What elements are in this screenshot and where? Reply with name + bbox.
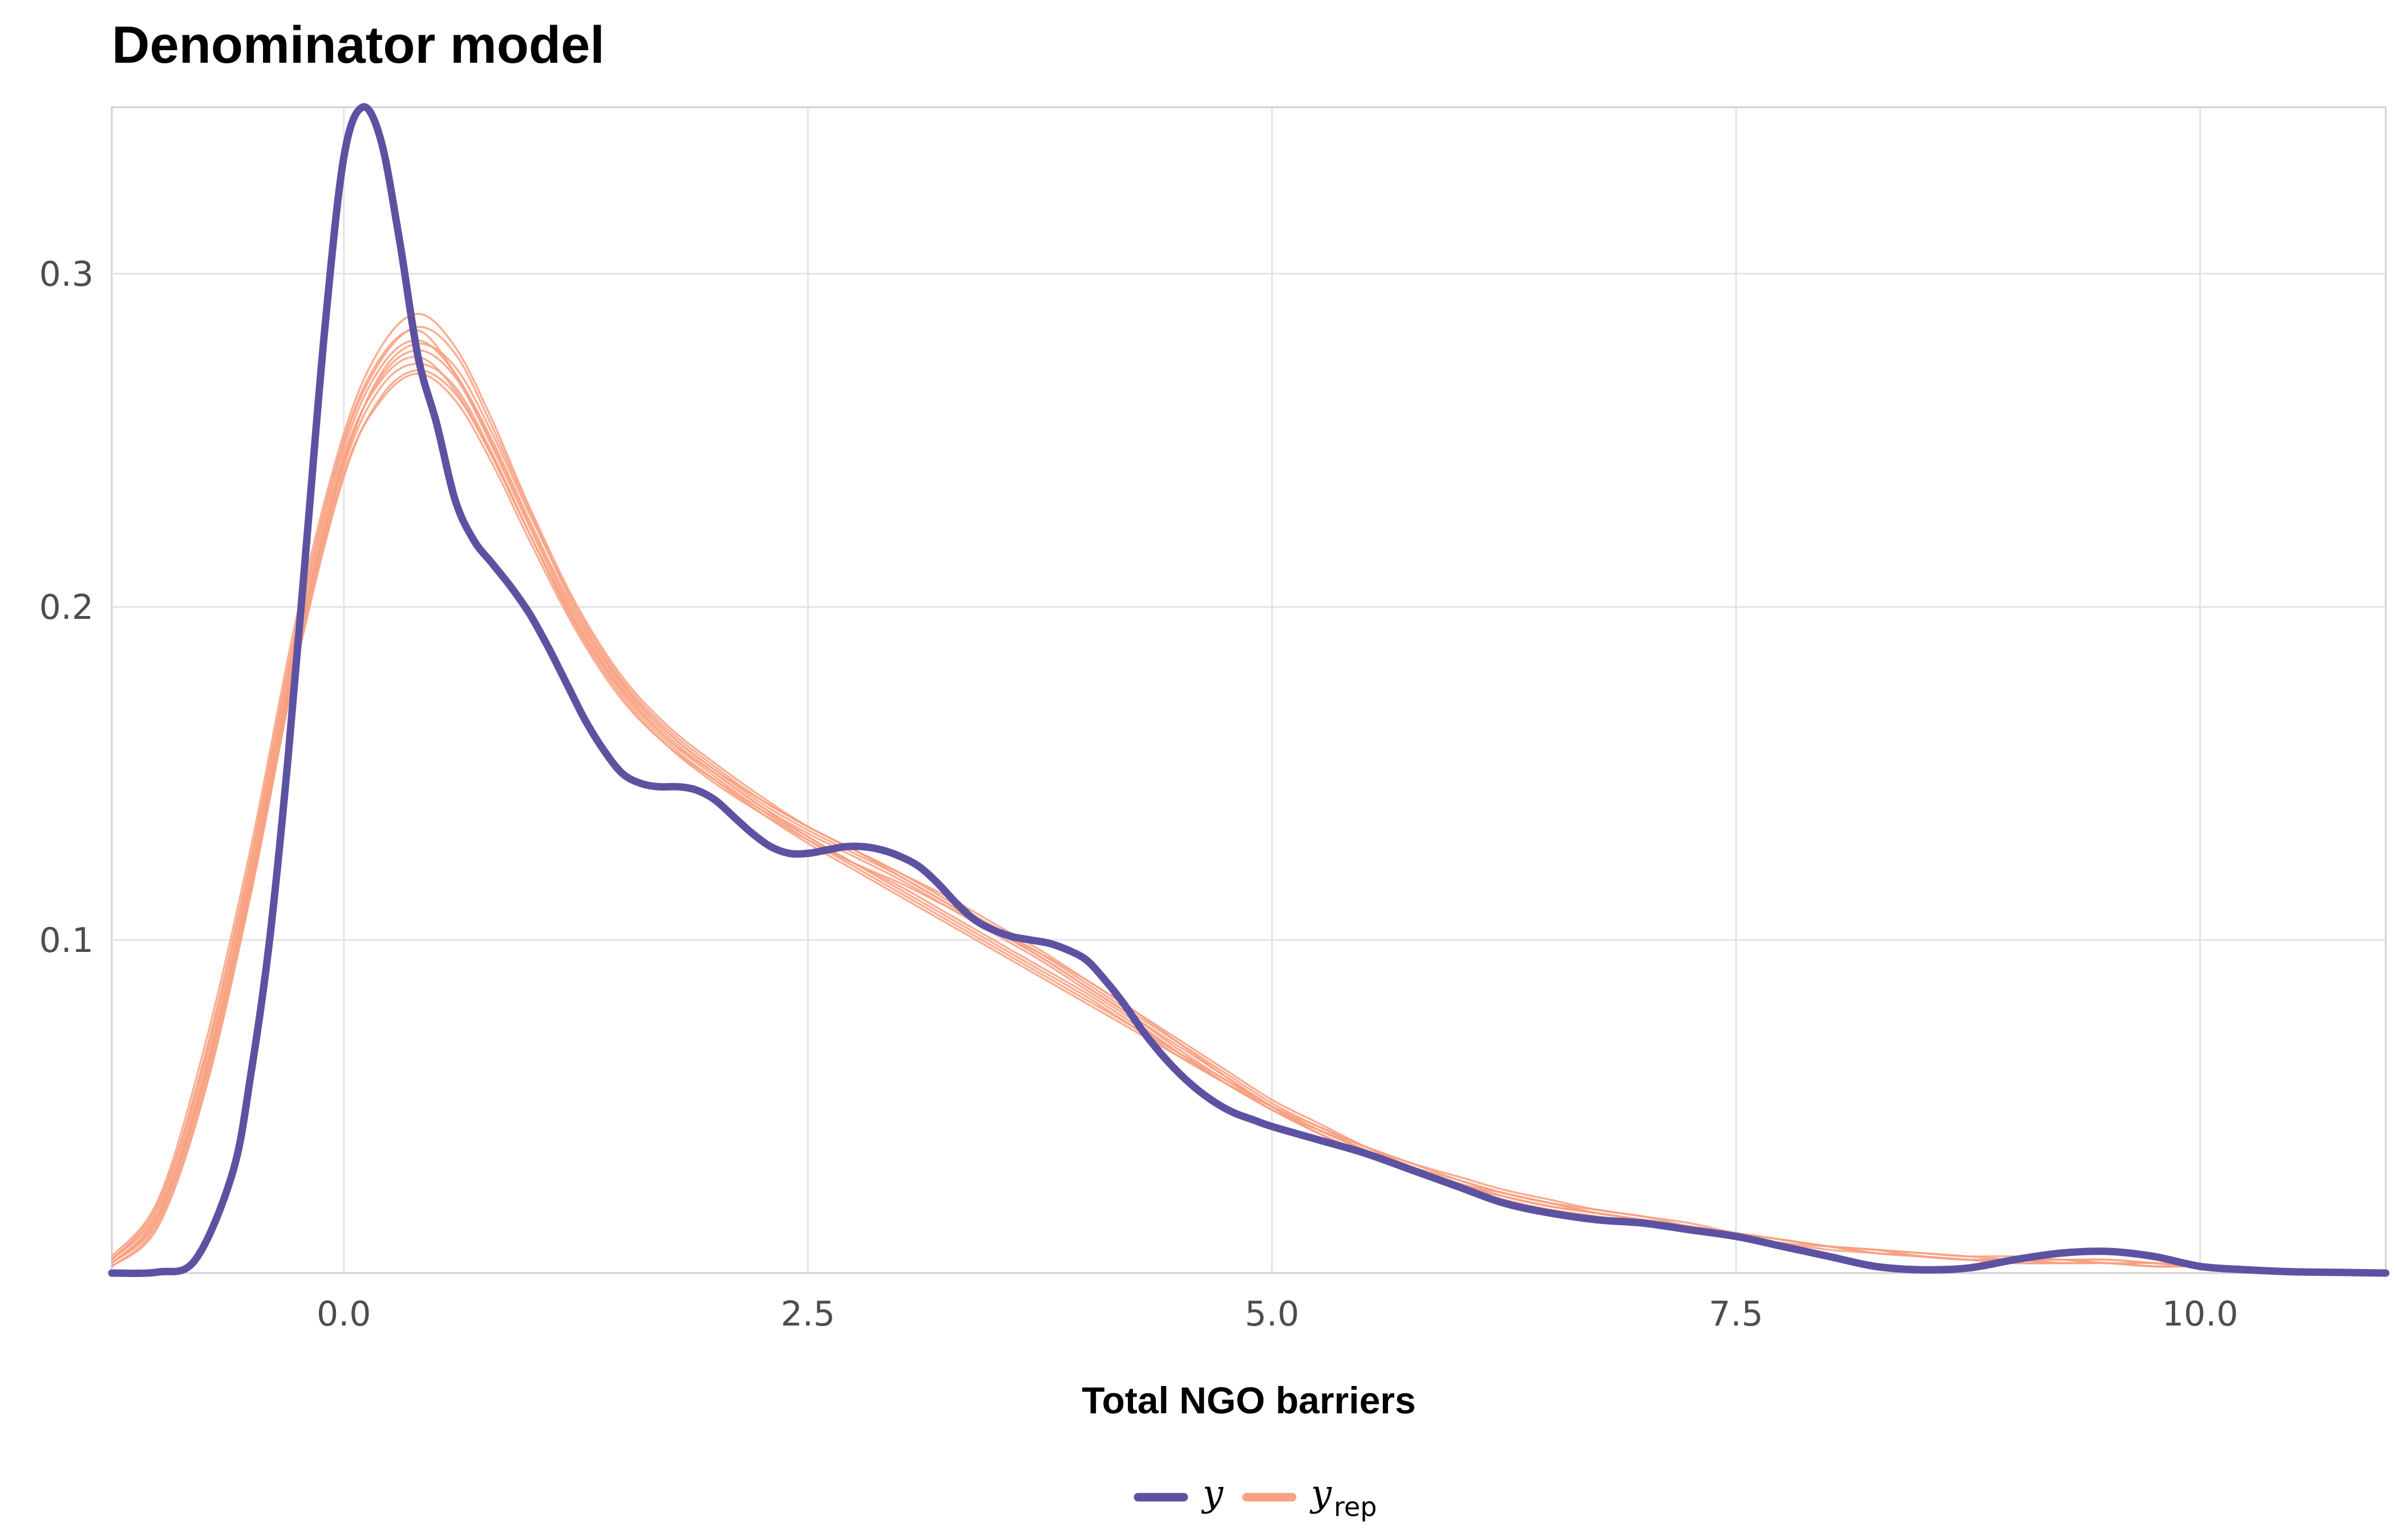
- legend-label-y: y: [1201, 1473, 1224, 1515]
- x-tick-label-3: 7.5: [1709, 1294, 1763, 1334]
- x-tick-label-2: 5.0: [1245, 1294, 1299, 1334]
- chart-title: Denominator model: [112, 16, 605, 74]
- x-tick-label-4: 10.0: [2162, 1294, 2239, 1334]
- y-tick-label-1: 0.2: [39, 587, 94, 627]
- yrep-series-group: [111, 313, 2386, 1274]
- yrep-series-line-3: [111, 372, 2386, 1274]
- x-axis-title: Total NGO barriers: [1082, 1379, 1416, 1421]
- y-tick-label-0: 0.1: [39, 921, 94, 961]
- legend-label-yrep-base: y: [1309, 1473, 1332, 1515]
- x-tick-label-0: 0.0: [317, 1294, 371, 1334]
- yrep-series-line-10: [111, 369, 2386, 1274]
- y-series-group: [108, 103, 2390, 1277]
- x-axis-tick-labels: 0.0 2.5 5.0 7.5 10.0: [317, 1294, 2238, 1334]
- legend-item-yrep: yrep: [1242, 1473, 1377, 1522]
- y-series-line: [108, 103, 2390, 1277]
- yrep-series-line-9: [111, 326, 2386, 1274]
- grid-lines: [112, 107, 2386, 1273]
- legend: y yrep: [1134, 1473, 1377, 1522]
- yrep-series-line-2: [111, 329, 2386, 1274]
- legend-label-yrep: yrep: [1309, 1473, 1377, 1522]
- yrep-series-line-8: [111, 349, 2386, 1274]
- legend-label-yrep-subscript: rep: [1334, 1492, 1377, 1522]
- yrep-series-line-5: [111, 313, 2386, 1274]
- x-tick-label-1: 2.5: [780, 1294, 835, 1334]
- plot-panel-border: [111, 106, 2387, 1274]
- legend-item-y: y: [1134, 1473, 1224, 1515]
- y-tick-label-2: 0.3: [39, 254, 94, 294]
- y-axis-tick-labels: 0.1 0.2 0.3: [39, 254, 94, 961]
